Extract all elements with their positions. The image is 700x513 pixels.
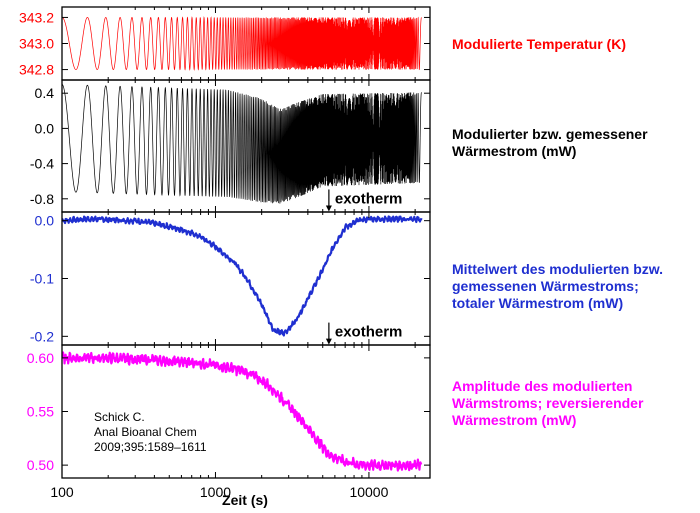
heat-flow-panel-label: Modulierter bzw. gemessener Wärmestrom (… [452, 126, 648, 160]
heat-flow-annotation-text: exotherm [335, 190, 403, 207]
mean-heat-flow-annotation-text: exotherm [335, 324, 403, 341]
amplitude-panel-label: Amplitude des modulierten Wärmstroms; re… [452, 378, 643, 429]
heat-flow-y-tick-label: -0.8 [30, 191, 54, 207]
x-tick-label: 10000 [349, 484, 388, 500]
heat-flow-series-line [62, 84, 422, 204]
heat-flow-label-line-2: Wärmestrom (mW) [452, 143, 577, 159]
mean-heat-flow-label-line-2: gemessenen Wärmestroms; [452, 278, 639, 294]
amplitude-label-line-2: Wärmstroms; reversierender [452, 395, 644, 411]
amplitude-y-tick-label: 0.55 [27, 404, 54, 420]
x-axis-label: Zeit (s) [222, 492, 268, 508]
temperature-panel-label: Modulierte Temperatur (K) [452, 36, 626, 53]
heat-flow-y-tick-label: 0.0 [35, 120, 55, 136]
mean-heat-flow-panel: 0.0 -0.1 -0.2 exotherm [30, 211, 431, 346]
heat-flow-y-tick-label: 0.4 [35, 85, 55, 101]
temperature-panel: 343.2 343.0 342.8 [19, 6, 431, 81]
mean-heat-flow-panel-label: Mittelwert des modulierten bzw. gemessen… [452, 261, 663, 312]
heat-flow-label-line-1: Modulierter bzw. gemessener [452, 126, 648, 142]
mean-heat-flow-y-tick-label: -0.2 [30, 328, 54, 344]
mean-heat-flow-label-line-1: Mittelwert des modulierten bzw. [452, 261, 664, 277]
amplitude-y-tick-label: 0.50 [27, 457, 54, 473]
amplitude-series-line [62, 351, 423, 472]
amplitude-y-tick-label: 0.60 [27, 350, 54, 366]
temperature-y-tick-label: 342.8 [19, 62, 54, 78]
temperature-series-line [62, 16, 422, 71]
mean-heat-flow-series-line [62, 215, 423, 337]
citation-line-2: Anal Bioanal Chem [94, 425, 197, 439]
citation-line-3: 2009;395:1589–1611 [94, 440, 207, 454]
temperature-y-tick-label: 343.2 [19, 9, 54, 25]
heat-flow-annotation-arrowhead [325, 205, 332, 212]
amplitude-label-line-3: Wärmestrom (mW) [452, 412, 577, 428]
temperature-y-tick-label: 343.0 [19, 36, 54, 52]
amplitude-panel: 0.60 0.55 0.50 [27, 344, 431, 479]
citation-line-1: Schick C. [94, 410, 145, 424]
mean-heat-flow-label-line-3: totaler Wärmestrom (mW) [452, 295, 624, 311]
mean-heat-flow-y-tick-label: -0.1 [30, 271, 54, 287]
temperature-label-line-1: Modulierte Temperatur (K) [452, 36, 626, 52]
x-tick-label: 1000 [200, 484, 231, 500]
x-tick-label: 100 [50, 484, 74, 500]
citation-text: Schick C. Anal Bioanal Chem 2009;395:158… [94, 410, 207, 455]
amplitude-label-line-1: Amplitude des modulierten [452, 378, 633, 394]
mean-heat-flow-annotation-arrowhead [325, 338, 332, 345]
mean-heat-flow-y-tick-label: 0.0 [35, 213, 55, 229]
heat-flow-y-tick-label: -0.4 [30, 156, 54, 172]
heat-flow-panel: 0.4 0.0 -0.4 -0.8 exotherm [30, 79, 431, 213]
